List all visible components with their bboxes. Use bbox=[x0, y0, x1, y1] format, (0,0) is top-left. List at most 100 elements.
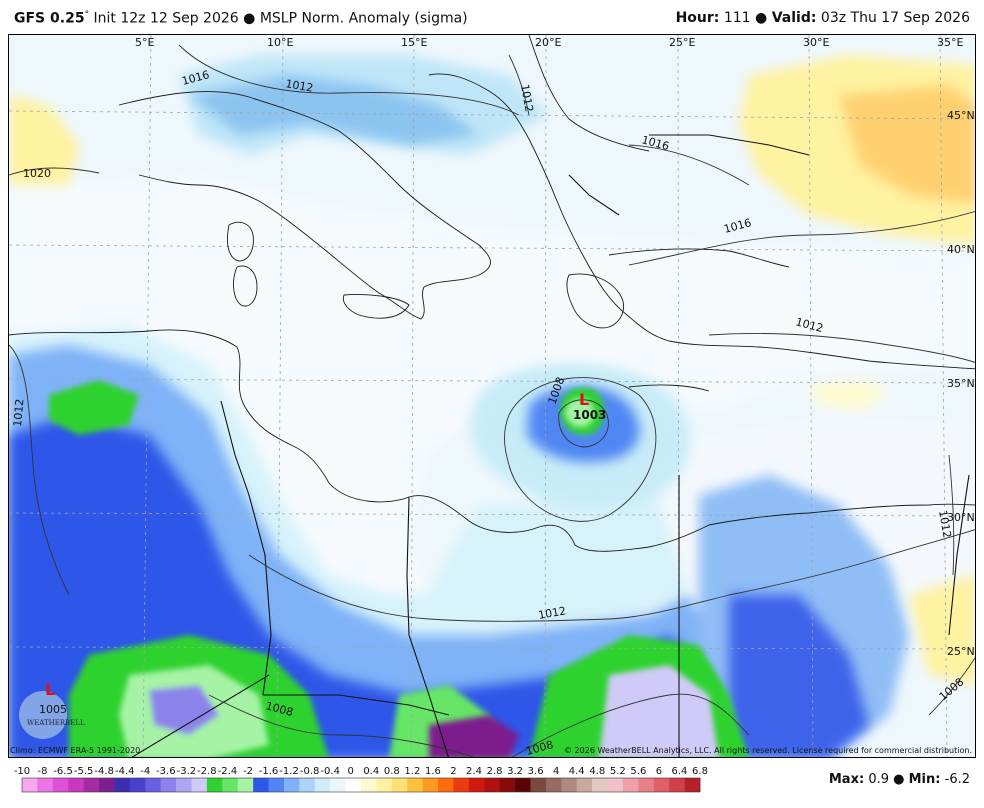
colorbar-swatch bbox=[191, 778, 208, 792]
isobar-label: 1012 bbox=[537, 604, 567, 622]
colorbar-tick-label: 5.6 bbox=[630, 766, 646, 777]
map-panel[interactable]: 5°E 10°E 15°E 20°E 25°E 30°E 35°E 45°N 4… bbox=[8, 34, 976, 758]
colorbar-swatch bbox=[99, 778, 115, 792]
colorbar-tick-label: -8 bbox=[38, 766, 48, 777]
colorbar-swatch bbox=[530, 778, 547, 792]
colorbar-swatch bbox=[561, 778, 578, 792]
lon-label: 20°E bbox=[535, 36, 561, 49]
colorbar-swatch bbox=[114, 778, 131, 792]
colorbar-swatch bbox=[345, 778, 362, 792]
low-marker-icon: L bbox=[579, 390, 589, 409]
colorbar-tick-label: 6 bbox=[656, 766, 662, 777]
lon-label: 25°E bbox=[669, 36, 695, 49]
colorbar-swatch bbox=[453, 778, 470, 792]
colorbar-swatch bbox=[607, 778, 624, 792]
model-name: GFS 0.25 bbox=[14, 10, 85, 27]
colorbar-swatch bbox=[361, 778, 377, 792]
colorbar-tick-label: -1.2 bbox=[279, 766, 299, 777]
colorbar-tick-label: -2.4 bbox=[218, 766, 238, 777]
copyright-note: © 2026 WeatherBELL Analytics, LLC. All r… bbox=[564, 746, 972, 755]
colorbar-tick-label: -0.8 bbox=[300, 766, 320, 777]
anomaly-core-regions bbox=[119, 398, 719, 757]
colorbar-swatch bbox=[283, 778, 300, 792]
low-pressure-center[interactable]: L 1003 bbox=[573, 390, 606, 422]
isobar-label: 1012 bbox=[518, 83, 536, 113]
isobar-label: 1012 bbox=[936, 509, 954, 539]
min-value: -6.2 bbox=[944, 772, 970, 787]
colorbar-swatch bbox=[653, 778, 670, 792]
lat-label: 45°N bbox=[947, 109, 975, 122]
colorbar-tick-label: 3.2 bbox=[507, 766, 523, 777]
lat-label: 40°N bbox=[947, 243, 975, 256]
bullet-icon: ● bbox=[893, 772, 905, 787]
colorbar-swatch bbox=[422, 778, 439, 792]
valid-value: 03z Thu 17 Sep 2026 bbox=[820, 10, 970, 26]
colorbar-tick-label: 4.8 bbox=[589, 766, 605, 777]
valid-label: Valid: bbox=[771, 10, 817, 26]
colorbar: -10 -8 -6.5 -5.5 -4.8 -4.4 -4 -3.6 -3.2 -2.8 -2.4-… bbox=[14, 764, 714, 808]
isobar-label: 1012 bbox=[11, 398, 26, 427]
colorbar-swatch bbox=[253, 778, 269, 792]
hour-label: Hour: bbox=[675, 10, 720, 26]
colorbar-swatch bbox=[576, 778, 593, 792]
lon-label: 15°E bbox=[401, 36, 427, 49]
map-header: GFS 0.25° Init 12z 12 Sep 2026 ● MSLP No… bbox=[0, 0, 984, 34]
max-value: 0.9 bbox=[868, 772, 889, 787]
colorbar-tick-label: 6.4 bbox=[671, 766, 687, 777]
colorbar-frame bbox=[21, 777, 701, 793]
colorbar-swatch bbox=[468, 778, 485, 792]
weatherbell-logo: L 1005 WEATHERBELL bbox=[19, 680, 85, 739]
max-label: Max: bbox=[828, 772, 865, 787]
colorbar-tick-label: 0.4 bbox=[363, 766, 379, 777]
low-center-value: 1003 bbox=[573, 408, 606, 422]
latitude-labels: 45°N 40°N 35°N 30°N 25°N bbox=[947, 109, 975, 658]
hour-value: 111 bbox=[723, 10, 751, 26]
lat-label: 30°N bbox=[947, 511, 975, 524]
colorbar-swatch bbox=[176, 778, 192, 792]
colorbar-swatch bbox=[129, 778, 146, 792]
logo-pressure-value: 1005 bbox=[39, 703, 67, 716]
colorbar-swatch bbox=[22, 778, 38, 792]
colorbar-swatch bbox=[206, 778, 223, 792]
init-time: Init 12z 12 Sep 2026 bbox=[93, 10, 239, 27]
colorbar-tick-label: -1.6 bbox=[259, 766, 279, 777]
colorbar-tick-label: 1.2 bbox=[404, 766, 420, 777]
header-right: Hour: 111 ● Valid: 03z Thu 17 Sep 2026 bbox=[676, 10, 970, 26]
colorbar-swatch bbox=[314, 778, 331, 792]
colorbar-swatch bbox=[299, 778, 316, 792]
colorbar-swatch bbox=[438, 778, 454, 792]
colorbar-tick-label: -2.8 bbox=[197, 766, 217, 777]
colorbar-swatch bbox=[37, 778, 54, 792]
colorbar-swatch bbox=[330, 778, 346, 792]
climo-note: Climo: ECMWF ERA-5 1991-2020 bbox=[10, 746, 141, 755]
colorbar-swatch bbox=[545, 778, 562, 792]
colorbar-tick-label: -3.2 bbox=[177, 766, 197, 777]
colorbar-tick-label: 4.4 bbox=[569, 766, 585, 777]
isobar-label: 1020 bbox=[23, 167, 51, 180]
country-borders bbox=[131, 134, 970, 757]
colorbar-swatch bbox=[52, 778, 69, 792]
lon-label: 10°E bbox=[267, 36, 293, 49]
colorbar-tick-label: 4 bbox=[553, 766, 559, 777]
colorbar-tick-label: 2.8 bbox=[487, 766, 503, 777]
coastlines bbox=[9, 35, 975, 552]
colorbar-tick-label: -2 bbox=[243, 766, 253, 777]
colorbar-swatch bbox=[515, 778, 531, 792]
degree-symbol: ° bbox=[84, 10, 90, 20]
max-min-stats: Max: 0.9 ● Min: -6.2 bbox=[829, 772, 970, 787]
colorbar-tick-label: 2.4 bbox=[466, 766, 482, 777]
longitude-labels: 5°E 10°E 15°E 20°E 25°E 30°E 35°E bbox=[135, 36, 963, 49]
colorbar-swatch bbox=[83, 778, 100, 792]
colorbar-swatch bbox=[268, 778, 285, 792]
colorbar-swatch bbox=[407, 778, 423, 792]
colorbar-tick-label: 6.8 bbox=[692, 766, 708, 777]
lon-label: 5°E bbox=[135, 36, 154, 49]
colorbar-tick-label: -4.4 bbox=[115, 766, 135, 777]
colorbar-tick-label: -4 bbox=[140, 766, 150, 777]
colorbar-swatch bbox=[391, 778, 408, 792]
logo-text: WEATHERBELL bbox=[27, 719, 85, 727]
colorbar-tick-label: 2 bbox=[450, 766, 456, 777]
colorbar-tick-label: -0.4 bbox=[320, 766, 340, 777]
colorbar-tick-label: 3.6 bbox=[528, 766, 544, 777]
colorbar-tick-label: -6.5 bbox=[53, 766, 73, 777]
